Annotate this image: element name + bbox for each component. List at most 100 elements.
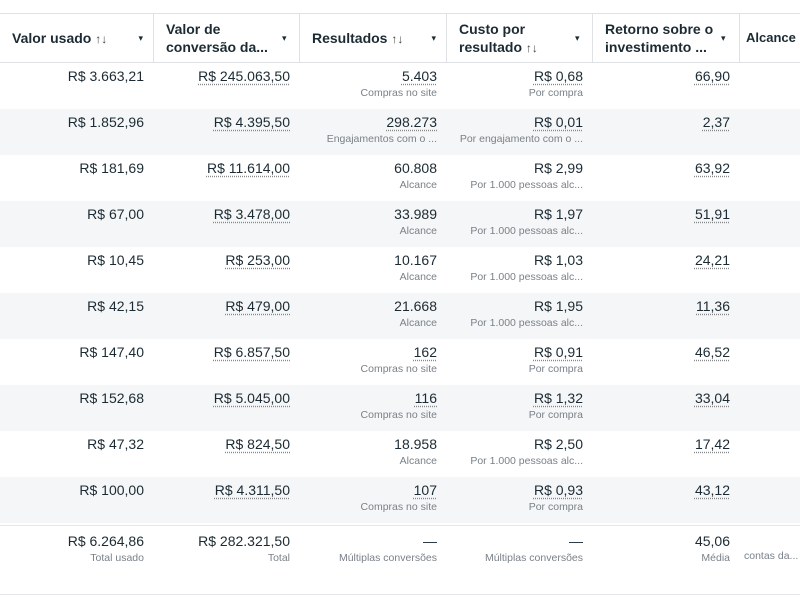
conversion-value[interactable]: R$ 3.478,00	[213, 206, 290, 222]
amount-spent: R$ 1.852,96	[67, 114, 144, 130]
table-row: R$ 10,45 R$ 253,00 10.167 Alcance R$ 1,03…	[0, 247, 800, 293]
results-type: Alcance	[399, 455, 437, 467]
average-roas: 45,06	[694, 533, 730, 549]
roas-value[interactable]: 43,12	[694, 482, 730, 498]
roas-value[interactable]: 63,92	[694, 160, 730, 176]
conversion-value[interactable]: R$ 253,00	[225, 252, 290, 268]
roas-value[interactable]: 11,36	[696, 298, 730, 314]
column-header[interactable]: Custo por resultado ↑↓ ▾	[447, 14, 593, 62]
roas-value[interactable]: 66,90	[694, 68, 730, 84]
cost-per-result[interactable]: R$ 0,68	[533, 68, 583, 84]
total-results: —	[423, 533, 437, 549]
cost-per-result[interactable]: R$ 0,01	[533, 114, 583, 130]
results-type: Alcance	[399, 317, 437, 329]
roas-value[interactable]: 33,04	[694, 390, 730, 406]
conversion-value[interactable]: R$ 824,50	[225, 436, 290, 452]
table-row: R$ 100,00 R$ 4.311,50 107 Compras no site…	[0, 477, 800, 523]
results-type: Compras no site	[360, 87, 437, 99]
total-conversion-value: R$ 282.321,50	[198, 533, 290, 549]
results-type: Compras no site	[360, 363, 437, 375]
cost-per-result-type: Por compra	[528, 363, 583, 375]
cost-per-result-type: Por 1.000 pessoas alc...	[470, 455, 583, 467]
table-header: Valor usado ↑↓ ▾ Valor de conversão da... ▾…	[0, 13, 800, 63]
results-type: Compras no site	[360, 409, 437, 421]
chevron-down-icon[interactable]: ▾	[575, 33, 580, 43]
cost-per-result[interactable]: R$ 1,32	[533, 390, 583, 406]
table-row: R$ 152,68 R$ 5.045,00 116 Compras no site…	[0, 385, 800, 431]
sort-icon[interactable]: ↑↓	[95, 31, 108, 46]
roas-value[interactable]: 46,52	[694, 344, 730, 360]
table-row: R$ 147,40 R$ 6.857,50 162 Compras no site…	[0, 339, 800, 385]
column-header[interactable]: Valor usado ↑↓ ▾	[0, 14, 154, 62]
column-header-label: Retorno sobre o investimento ...	[605, 21, 714, 55]
results-type: Compras no site	[360, 501, 437, 513]
total-results-label: Múltiplas conversões	[338, 552, 437, 564]
results-value: 10.167	[394, 252, 437, 268]
cost-per-result-type: Por compra	[528, 501, 583, 513]
conversion-value[interactable]: R$ 11.614,00	[206, 160, 290, 176]
sort-icon[interactable]: ↑↓	[391, 31, 404, 46]
conversion-value[interactable]: R$ 5.045,00	[213, 390, 290, 406]
cost-per-result-type: Por 1.000 pessoas alc...	[470, 179, 583, 191]
results-type: Engajamentos com o ...	[326, 133, 437, 145]
results-value: 33.989	[394, 206, 437, 222]
column-header-label: Valor usado	[12, 29, 92, 46]
amount-spent: R$ 42,15	[87, 298, 144, 314]
table-body: R$ 3.663,21 R$ 245.063,50 5.403 Compras n…	[0, 63, 800, 523]
results-value[interactable]: 298.273	[386, 114, 437, 130]
results-value[interactable]: 162	[413, 344, 437, 360]
chevron-down-icon[interactable]: ▾	[721, 33, 726, 43]
amount-spent: R$ 147,40	[79, 344, 144, 360]
cost-per-result: R$ 2,99	[533, 160, 583, 176]
amount-spent: R$ 181,69	[79, 160, 144, 176]
roas-value[interactable]: 51,91	[694, 206, 730, 222]
results-value[interactable]: 116	[414, 390, 437, 406]
table-row: R$ 181,69 R$ 11.614,00 60.808 Alcance R$ …	[0, 155, 800, 201]
amount-spent: R$ 10,45	[87, 252, 144, 268]
column-header-label: Valor de conversão da...	[166, 21, 268, 55]
roas-value[interactable]: 24,21	[694, 252, 730, 268]
cost-per-result: R$ 1,95	[533, 298, 583, 314]
amount-spent: R$ 100,00	[79, 482, 144, 498]
amount-spent: R$ 152,68	[79, 390, 144, 406]
cost-per-result[interactable]: R$ 0,93	[533, 482, 583, 498]
total-conversion-label: Total	[267, 552, 290, 564]
column-header[interactable]: Resultados ↑↓ ▾	[300, 14, 447, 62]
cost-per-result[interactable]: R$ 0,91	[533, 344, 583, 360]
column-header[interactable]: Alcance	[740, 14, 800, 62]
conversion-value[interactable]: R$ 4.395,50	[213, 114, 290, 130]
cost-per-result: R$ 1,97	[533, 206, 583, 222]
column-header-label: Resultados	[312, 29, 388, 46]
conversion-value[interactable]: R$ 245.063,50	[198, 68, 290, 84]
totals-row: R$ 6.264,86 Total usado R$ 282.321,50 Tota…	[0, 525, 800, 595]
cost-per-result-type: Por engajamento com o ...	[459, 133, 583, 145]
cost-per-result-type: Por 1.000 pessoas alc...	[470, 317, 583, 329]
results-value: 18.958	[394, 436, 437, 452]
sort-icon[interactable]: ↑↓	[525, 40, 538, 55]
results-value[interactable]: 107	[413, 482, 437, 498]
table-row: R$ 1.852,96 R$ 4.395,50 298.273 Engajamen…	[0, 109, 800, 155]
conversion-value[interactable]: R$ 6.857,50	[213, 344, 290, 360]
conversion-value[interactable]: R$ 479,00	[225, 298, 290, 314]
table-row: R$ 47,32 R$ 824,50 18.958 Alcance R$ 2,50…	[0, 431, 800, 477]
total-spent-label: Total usado	[90, 552, 144, 564]
chevron-down-icon[interactable]: ▾	[138, 33, 143, 43]
roas-value[interactable]: 2,37	[702, 114, 730, 130]
total-cost: —	[569, 533, 583, 549]
column-header-label: Custo por resultado	[459, 20, 526, 55]
column-header-label: Alcance	[746, 30, 796, 45]
conversion-value[interactable]: R$ 4.311,50	[214, 482, 290, 498]
chevron-down-icon[interactable]: ▾	[431, 33, 436, 43]
amount-spent: R$ 3.663,21	[67, 68, 144, 84]
results-value[interactable]: 5.403	[401, 68, 437, 84]
cost-per-result: R$ 2,50	[533, 436, 583, 452]
amount-spent: R$ 47,32	[87, 436, 144, 452]
cost-per-result-type: Por compra	[528, 409, 583, 421]
results-type: Alcance	[399, 225, 437, 237]
results-type: Alcance	[399, 179, 437, 191]
roas-value[interactable]: 17,42	[694, 436, 730, 452]
column-header[interactable]: Retorno sobre o investimento ... ▾	[593, 14, 740, 62]
chevron-down-icon[interactable]: ▾	[282, 33, 287, 43]
table-row: R$ 67,00 R$ 3.478,00 33.989 Alcance R$ 1,…	[0, 201, 800, 247]
column-header[interactable]: Valor de conversão da... ▾	[154, 14, 300, 62]
